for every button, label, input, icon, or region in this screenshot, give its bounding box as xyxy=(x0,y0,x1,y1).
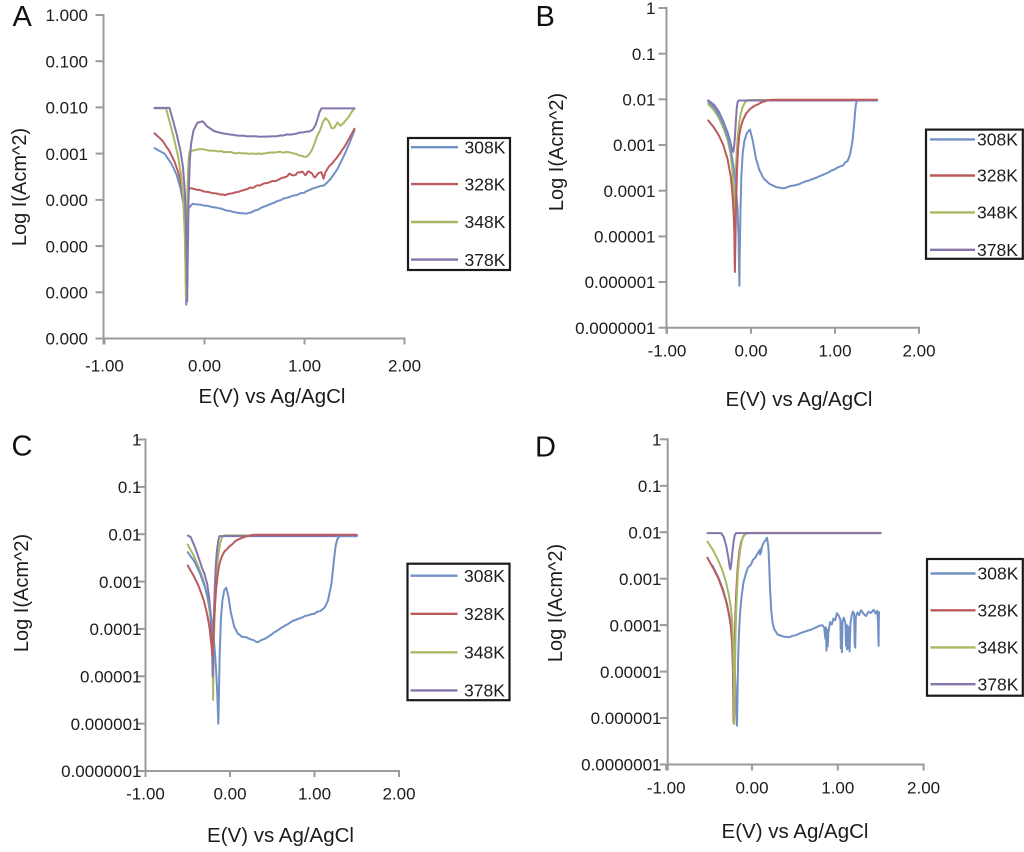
svg-text:E(V) vs Ag/AgCl: E(V) vs Ag/AgCl xyxy=(722,820,869,843)
svg-text:0.000: 0.000 xyxy=(45,191,88,210)
svg-text:328K: 328K xyxy=(977,166,1018,186)
svg-text:348K: 348K xyxy=(977,203,1018,223)
svg-text:0.0001: 0.0001 xyxy=(604,182,656,201)
svg-text:0.0001: 0.0001 xyxy=(610,616,662,635)
svg-text:0.0001: 0.0001 xyxy=(90,620,142,639)
svg-text:-1.00: -1.00 xyxy=(85,357,124,376)
svg-text:0.001: 0.001 xyxy=(613,136,656,155)
svg-text:B: B xyxy=(536,1,555,33)
svg-text:E(V) vs Ag/AgCl: E(V) vs Ag/AgCl xyxy=(726,388,873,411)
svg-text:0.001: 0.001 xyxy=(45,145,88,164)
svg-text:Log I(Acm^2): Log I(Acm^2) xyxy=(11,534,33,652)
svg-text:0.1: 0.1 xyxy=(118,478,142,497)
svg-text:0.01: 0.01 xyxy=(628,523,661,542)
svg-text:Log I(Acm^2): Log I(Acm^2) xyxy=(545,544,567,662)
svg-text:C: C xyxy=(12,431,33,463)
svg-text:378K: 378K xyxy=(464,681,505,701)
svg-text:0.00: 0.00 xyxy=(188,357,221,376)
svg-text:0.1: 0.1 xyxy=(638,477,662,496)
svg-text:328K: 328K xyxy=(978,601,1019,621)
svg-text:2.00: 2.00 xyxy=(902,342,935,361)
svg-text:Log I(Acm^2): Log I(Acm^2) xyxy=(9,128,31,246)
svg-text:0.001: 0.001 xyxy=(99,573,142,592)
svg-text:D: D xyxy=(535,432,556,464)
svg-text:328K: 328K xyxy=(464,604,505,624)
svg-text:1.000: 1.000 xyxy=(45,6,88,25)
svg-text:1.00: 1.00 xyxy=(298,785,331,804)
svg-text:348K: 348K xyxy=(465,212,506,232)
svg-text:1: 1 xyxy=(646,0,655,18)
svg-text:1: 1 xyxy=(652,431,661,450)
svg-text:0.000: 0.000 xyxy=(45,284,88,303)
svg-text:0.000: 0.000 xyxy=(45,237,88,256)
svg-text:2.00: 2.00 xyxy=(907,779,940,798)
svg-text:0.00: 0.00 xyxy=(734,342,767,361)
svg-text:378K: 378K xyxy=(465,250,506,270)
svg-text:0.000001: 0.000001 xyxy=(71,715,142,734)
svg-text:1.00: 1.00 xyxy=(818,342,851,361)
svg-text:348K: 348K xyxy=(464,643,505,663)
svg-text:0.00001: 0.00001 xyxy=(600,663,661,682)
svg-text:2.00: 2.00 xyxy=(382,785,415,804)
svg-text:-1.00: -1.00 xyxy=(647,779,686,798)
svg-text:0.000: 0.000 xyxy=(45,330,88,349)
svg-text:308K: 308K xyxy=(977,130,1018,150)
svg-text:E(V) vs Ag/AgCl: E(V) vs Ag/AgCl xyxy=(199,385,346,408)
svg-text:1: 1 xyxy=(132,431,141,450)
svg-text:-1.00: -1.00 xyxy=(648,342,687,361)
svg-text:Log I(Acm^2): Log I(Acm^2) xyxy=(546,93,568,211)
svg-text:308K: 308K xyxy=(464,566,505,586)
svg-text:0.00: 0.00 xyxy=(213,785,246,804)
svg-text:E(V) vs Ag/AgCl: E(V) vs Ag/AgCl xyxy=(207,824,354,847)
svg-text:0.0000001: 0.0000001 xyxy=(61,762,141,781)
svg-text:348K: 348K xyxy=(978,638,1019,658)
svg-text:A: A xyxy=(13,1,33,33)
svg-text:0.0000001: 0.0000001 xyxy=(575,319,655,338)
svg-text:0.000001: 0.000001 xyxy=(591,709,662,728)
svg-text:378K: 378K xyxy=(977,240,1018,260)
svg-text:0.01: 0.01 xyxy=(622,91,655,110)
svg-text:2.00: 2.00 xyxy=(388,357,421,376)
svg-text:308K: 308K xyxy=(465,137,506,157)
svg-text:1.00: 1.00 xyxy=(821,779,854,798)
svg-text:0.00001: 0.00001 xyxy=(80,668,141,687)
svg-text:0.100: 0.100 xyxy=(45,52,88,71)
svg-text:-1.00: -1.00 xyxy=(126,785,165,804)
svg-text:378K: 378K xyxy=(978,674,1019,694)
svg-text:0.0000001: 0.0000001 xyxy=(581,756,661,775)
svg-text:0.001: 0.001 xyxy=(619,570,662,589)
svg-text:1.00: 1.00 xyxy=(288,357,321,376)
svg-text:0.000001: 0.000001 xyxy=(585,273,656,292)
svg-text:308K: 308K xyxy=(978,564,1019,584)
svg-text:0.010: 0.010 xyxy=(45,99,88,118)
svg-text:0.01: 0.01 xyxy=(108,525,141,544)
svg-text:0.00001: 0.00001 xyxy=(594,228,655,247)
svg-text:328K: 328K xyxy=(465,174,506,194)
svg-text:0.1: 0.1 xyxy=(632,45,656,64)
svg-text:0.00: 0.00 xyxy=(735,779,768,798)
